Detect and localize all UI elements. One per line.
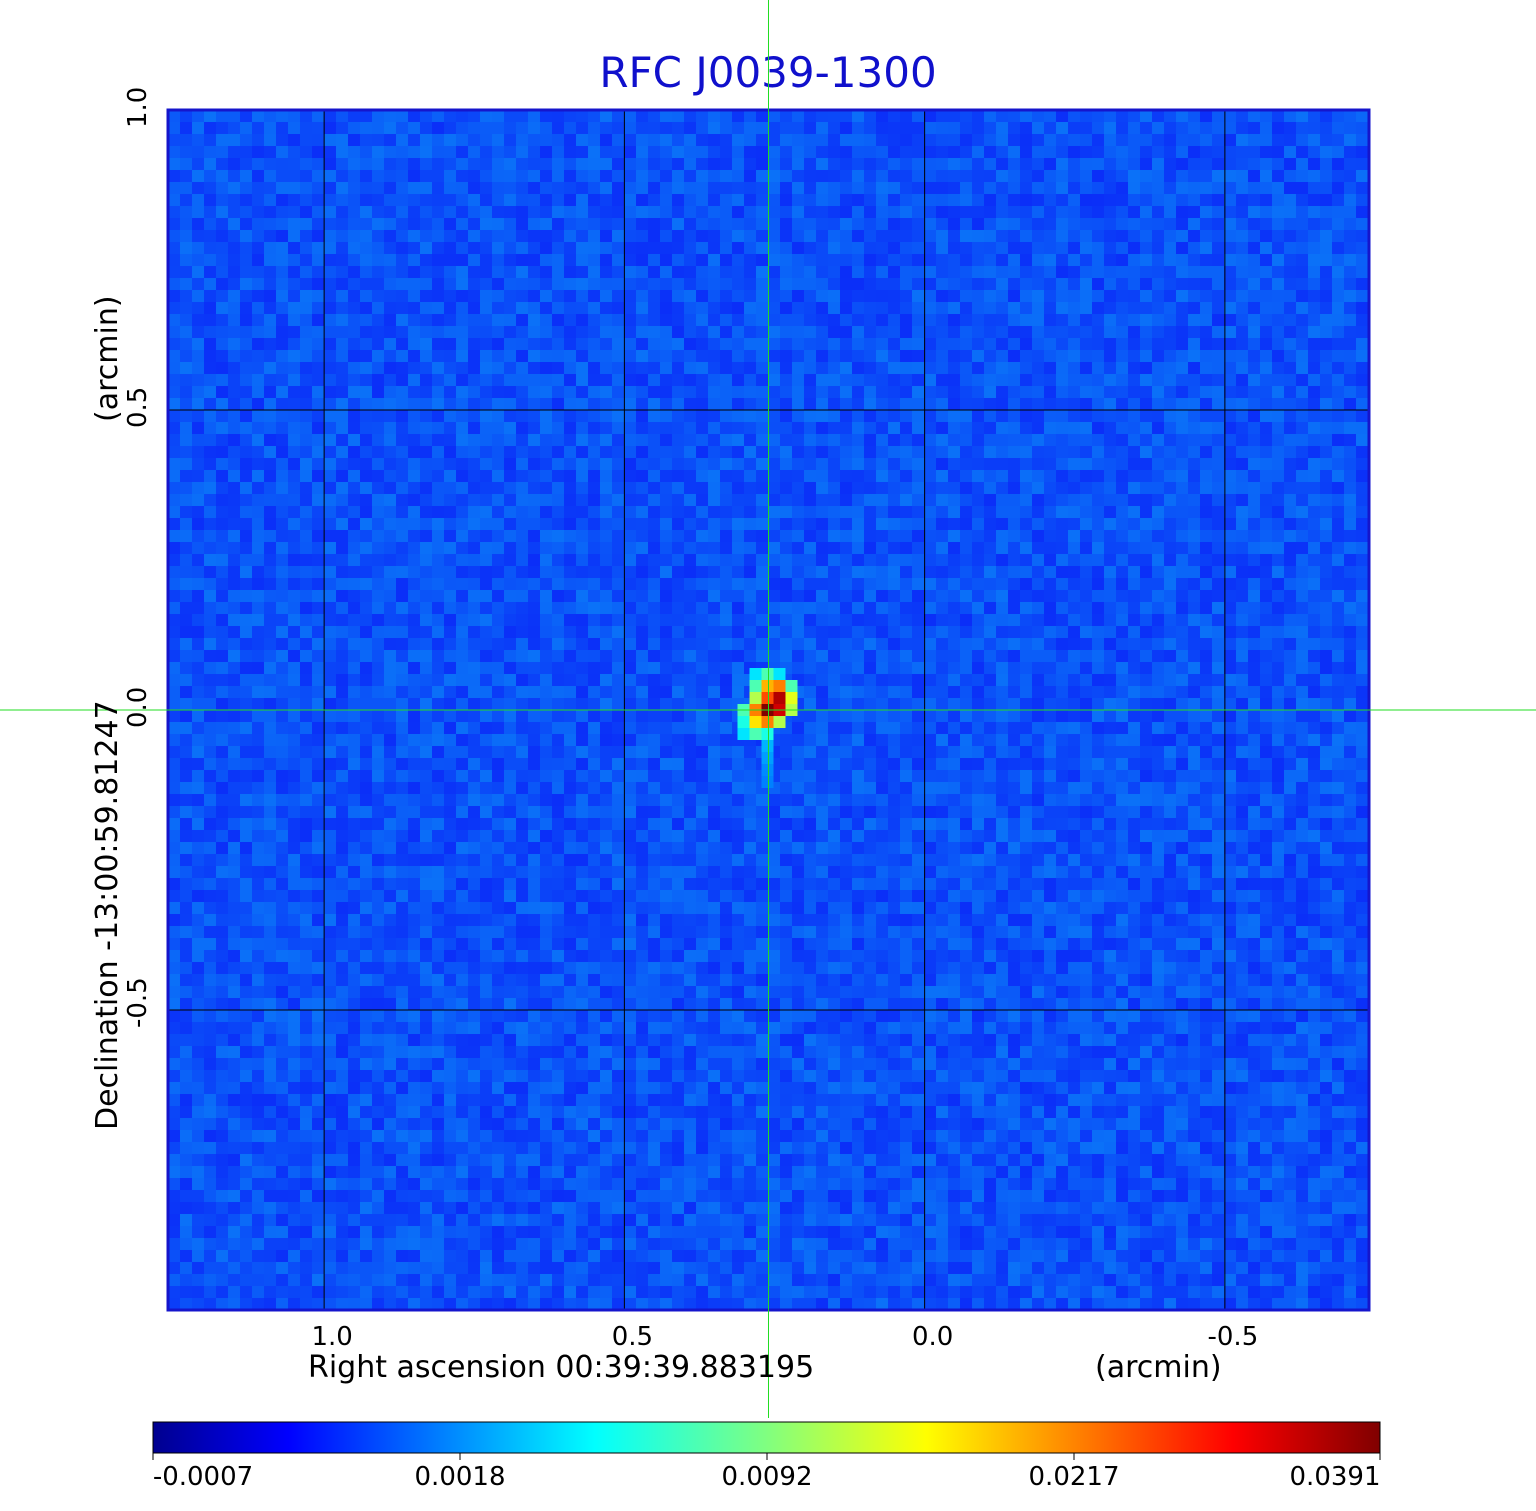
colorbar-tick-label: 0.0217 [1028, 1462, 1120, 1492]
source-pixel [749, 692, 762, 704]
source-pixel [761, 776, 774, 788]
source-pixel [749, 680, 762, 692]
source-pixel [761, 764, 774, 776]
x-axis-unit: (arcmin) [1095, 1350, 1222, 1385]
x-tick-label: 0.5 [611, 1322, 654, 1352]
colorbar-ticks [152, 1453, 1381, 1460]
source-pixel [749, 716, 762, 728]
source-pixel [761, 752, 774, 764]
colorbar-tick-label: 0.0092 [721, 1462, 813, 1492]
source-pixel [761, 728, 774, 740]
source-pixel [761, 680, 774, 692]
source-blob [737, 668, 798, 788]
source-pixel [737, 716, 750, 728]
crosshair [0, 0, 1536, 1418]
source-pixel [785, 692, 798, 704]
source-pixel [761, 716, 774, 728]
source-pixel [773, 668, 786, 680]
y-axis-label: Declination -13:00:59.81247 [90, 700, 125, 1130]
source-pixel [749, 668, 762, 680]
y-tick-label: -0.5 [123, 977, 153, 1028]
source-pixel [761, 740, 774, 752]
source-pixel [773, 680, 786, 692]
y-tick-label: 1.0 [123, 86, 153, 128]
source-pixel [773, 716, 786, 728]
x-tick-label: 0.0 [911, 1322, 954, 1352]
colorbar-tick-label: 0.0018 [414, 1462, 506, 1492]
x-tick-label: 1.0 [311, 1322, 353, 1352]
x-tick-label: -0.5 [1207, 1322, 1259, 1352]
source-pixel [761, 692, 774, 704]
x-axis-label: Right ascension 00:39:39.883195 [308, 1350, 815, 1385]
source-pixel [761, 668, 774, 680]
source-pixel [737, 728, 750, 740]
noise-layer [168, 110, 1369, 1310]
source-pixel [749, 728, 762, 740]
y-axis-unit: (arcmin) [90, 295, 125, 422]
y-tick-label: 0.5 [123, 386, 153, 428]
source-pixel [785, 680, 798, 692]
colorbar [152, 1421, 1381, 1454]
source-pixel [773, 692, 786, 704]
y-tick-label: 0.0 [123, 686, 153, 728]
colorbar-tick-label: 0.0391 [1289, 1462, 1381, 1492]
colorbar-tick-label: -0.0007 [152, 1462, 254, 1492]
